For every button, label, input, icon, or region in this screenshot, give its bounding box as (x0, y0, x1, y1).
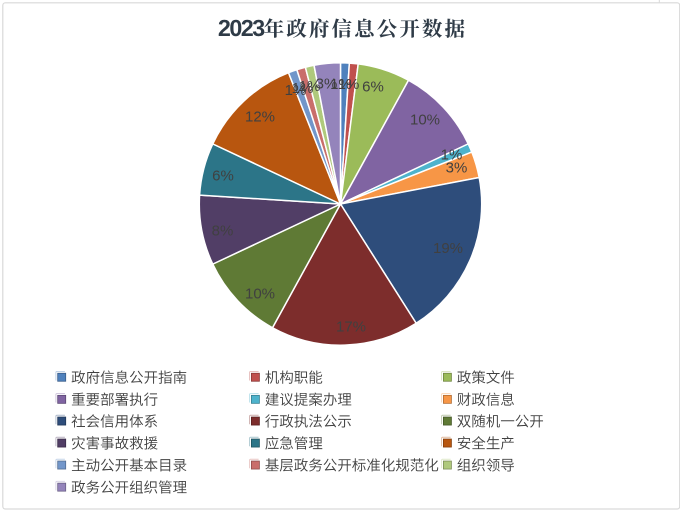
svg-text:3%: 3% (446, 160, 468, 177)
svg-text:6%: 6% (362, 79, 384, 96)
svg-text:8%: 8% (212, 223, 234, 240)
svg-text:19%: 19% (433, 240, 463, 257)
svg-text:1%: 1% (441, 147, 463, 164)
svg-text:1%: 1% (338, 76, 360, 93)
svg-text:1%: 1% (330, 76, 352, 93)
svg-text:6%: 6% (212, 168, 234, 185)
svg-text:10%: 10% (410, 112, 440, 129)
svg-text:1%: 1% (299, 78, 321, 95)
svg-text:10%: 10% (245, 286, 275, 303)
svg-text:17%: 17% (336, 319, 366, 336)
svg-text:12%: 12% (245, 109, 275, 126)
svg-text:1%: 1% (292, 80, 314, 97)
svg-text:1%: 1% (285, 82, 307, 99)
svg-text:3%: 3% (316, 76, 338, 93)
